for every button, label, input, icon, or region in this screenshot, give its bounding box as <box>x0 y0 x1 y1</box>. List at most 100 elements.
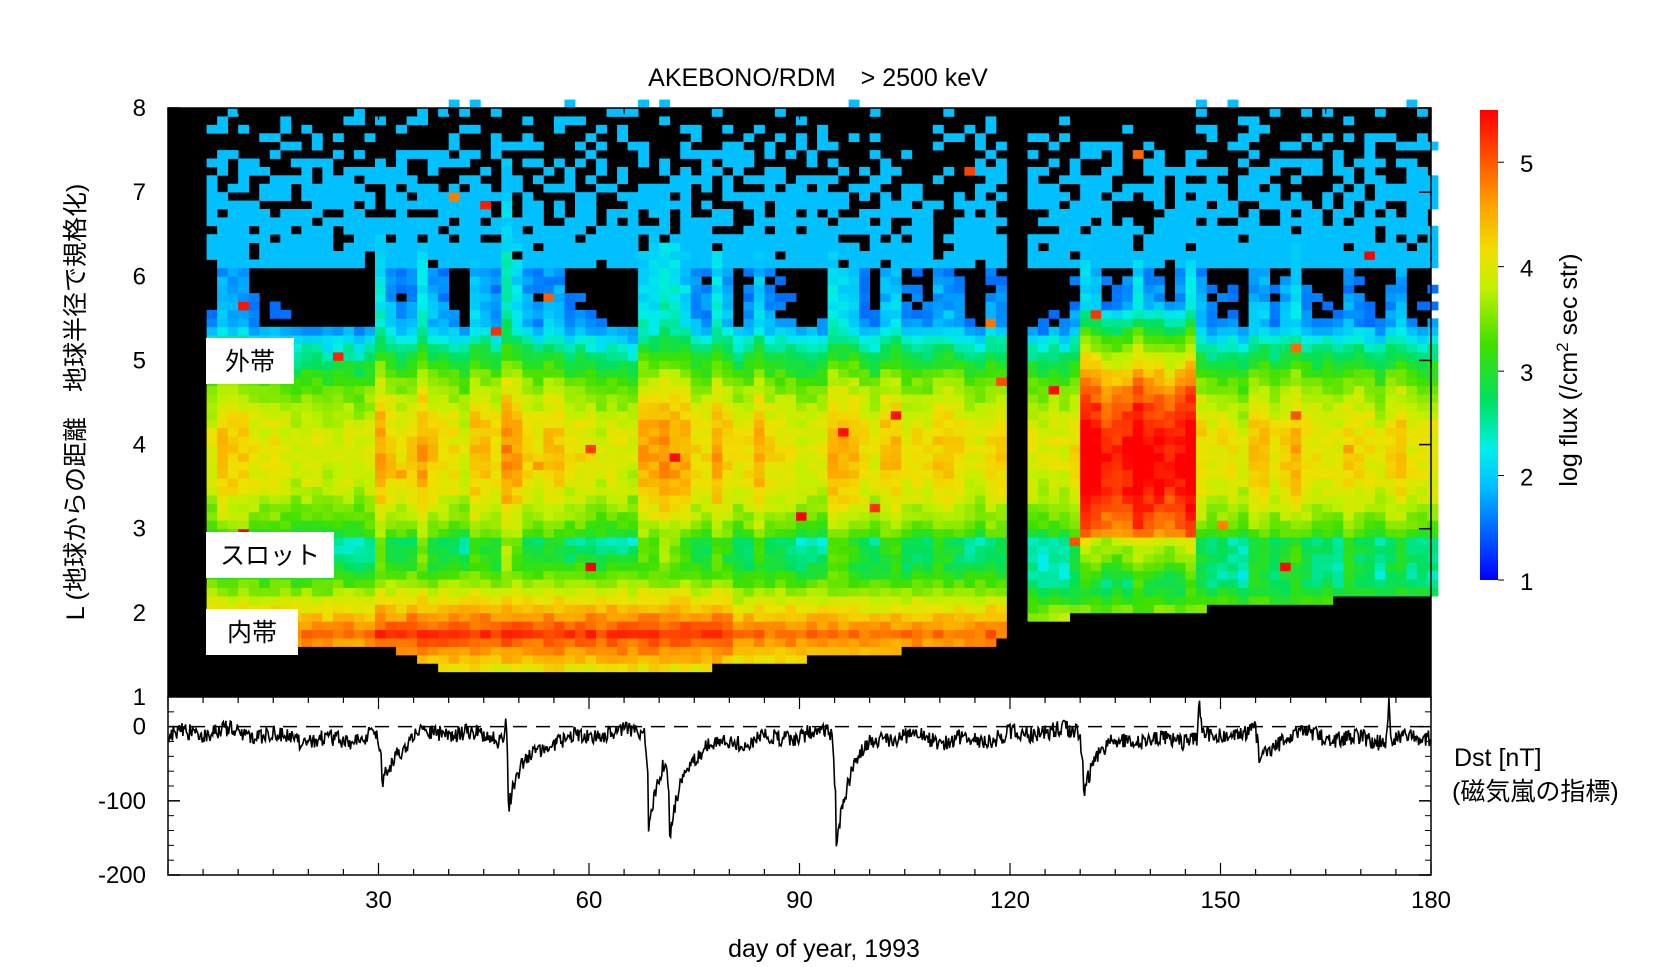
heatmap-cell <box>1027 503 1039 513</box>
heatmap-cell <box>806 385 818 395</box>
heatmap-cell <box>343 486 355 496</box>
heatmap-cell <box>880 352 892 361</box>
heatmap-cell <box>501 360 513 370</box>
heatmap-cell <box>880 461 892 471</box>
heatmap-cell <box>1048 200 1060 210</box>
heatmap-cell <box>932 318 944 328</box>
heatmap-cell <box>638 654 650 664</box>
heatmap-cell <box>248 520 260 530</box>
heatmap-cell <box>627 486 639 496</box>
heatmap-cell <box>353 604 365 614</box>
heatmap-cell <box>438 385 450 395</box>
heatmap-cell <box>1059 579 1071 589</box>
heatmap-cell <box>1069 385 1081 395</box>
heatmap-cell <box>511 368 523 378</box>
heatmap-cell <box>1164 444 1176 454</box>
heatmap-cell <box>1143 284 1155 294</box>
heatmap-cell <box>543 520 555 530</box>
heatmap-cell <box>480 570 492 580</box>
heatmap-cell <box>322 225 334 235</box>
heatmap-cell <box>396 276 407 286</box>
heatmap-cell <box>269 225 281 235</box>
heatmap-cell <box>774 528 786 538</box>
heatmap-cell <box>1111 528 1123 538</box>
heatmap-cell <box>1122 276 1134 286</box>
heatmap-cell <box>932 562 944 572</box>
heatmap-cell <box>290 520 302 530</box>
heatmap-cell <box>343 427 355 437</box>
heatmap-cell <box>448 133 460 143</box>
heatmap-cell <box>617 629 628 639</box>
heatmap-cell <box>448 326 460 336</box>
heatmap-cell <box>669 402 681 412</box>
heatmap-cell <box>1048 309 1060 319</box>
heatmap-cell <box>343 368 355 378</box>
heatmap-cell <box>396 579 407 589</box>
heatmap-cell <box>974 133 986 143</box>
heatmap-cell <box>322 242 334 252</box>
heatmap-cell <box>522 461 534 471</box>
heatmap-cell <box>343 629 355 639</box>
heatmap-cell <box>995 469 1007 479</box>
heatmap-cell <box>1122 486 1134 496</box>
heatmap-cell <box>711 166 723 176</box>
heatmap-cell <box>332 419 344 429</box>
heatmap-cell <box>543 587 555 597</box>
heatmap-cell <box>1185 200 1197 210</box>
heatmap-cell <box>322 612 334 622</box>
heatmap-cell <box>564 511 576 521</box>
heatmap-cell <box>722 192 734 201</box>
heatmap-cell <box>753 326 765 336</box>
heatmap-cell <box>448 646 460 656</box>
heatmap-cell <box>406 503 418 513</box>
heatmap-cell <box>448 225 460 235</box>
heatmap-cell <box>427 251 439 260</box>
heatmap-cell <box>1195 419 1207 429</box>
heatmap-cell <box>217 503 229 513</box>
heatmap-cell <box>1143 234 1155 244</box>
heatmap-cell <box>1174 528 1186 538</box>
heatmap-cell <box>343 200 355 210</box>
heatmap-cell <box>227 200 239 210</box>
heatmap-cell <box>1038 537 1049 546</box>
heatmap-cell <box>880 495 892 504</box>
heatmap-cell <box>680 629 692 639</box>
heatmap-cell <box>564 410 576 420</box>
heatmap-cell <box>1048 461 1060 471</box>
heatmap-cell <box>711 284 723 294</box>
heatmap-cell <box>1195 503 1207 513</box>
heatmap-cell <box>459 469 471 479</box>
heatmap-cell <box>469 427 481 437</box>
heatmap-cell <box>574 520 586 530</box>
heatmap-cell <box>880 225 892 235</box>
heatmap-cell <box>396 352 407 361</box>
heatmap-cell <box>459 520 471 530</box>
heatmap-cell <box>848 267 860 277</box>
heatmap-cell <box>343 259 355 269</box>
heatmap-cell <box>522 419 534 429</box>
heatmap-cell <box>343 192 355 201</box>
heatmap-cell <box>553 377 565 387</box>
heatmap-cell <box>1069 217 1081 227</box>
heatmap-cell <box>364 234 376 244</box>
heatmap-cell <box>1195 183 1207 193</box>
heatmap-cell <box>1048 343 1060 353</box>
heatmap-cell <box>459 208 471 218</box>
heatmap-cell <box>901 259 913 269</box>
heatmap-cell <box>417 604 429 614</box>
heatmap-cell <box>1101 570 1113 580</box>
heatmap-cell <box>690 587 702 597</box>
heatmap-cell <box>1090 520 1102 530</box>
heatmap-cell <box>553 452 565 462</box>
heatmap-cell <box>1195 587 1207 597</box>
heatmap-cell <box>901 495 913 504</box>
heatmap-cell <box>901 394 913 403</box>
heatmap-cell <box>217 259 229 269</box>
heatmap-cell <box>469 478 481 488</box>
heatmap-cell <box>553 293 565 302</box>
heatmap-cell <box>722 309 734 319</box>
heatmap-cell <box>1069 495 1081 504</box>
heatmap-cell <box>690 570 702 580</box>
heatmap-cell <box>785 461 797 471</box>
heatmap-cell <box>1164 368 1176 378</box>
